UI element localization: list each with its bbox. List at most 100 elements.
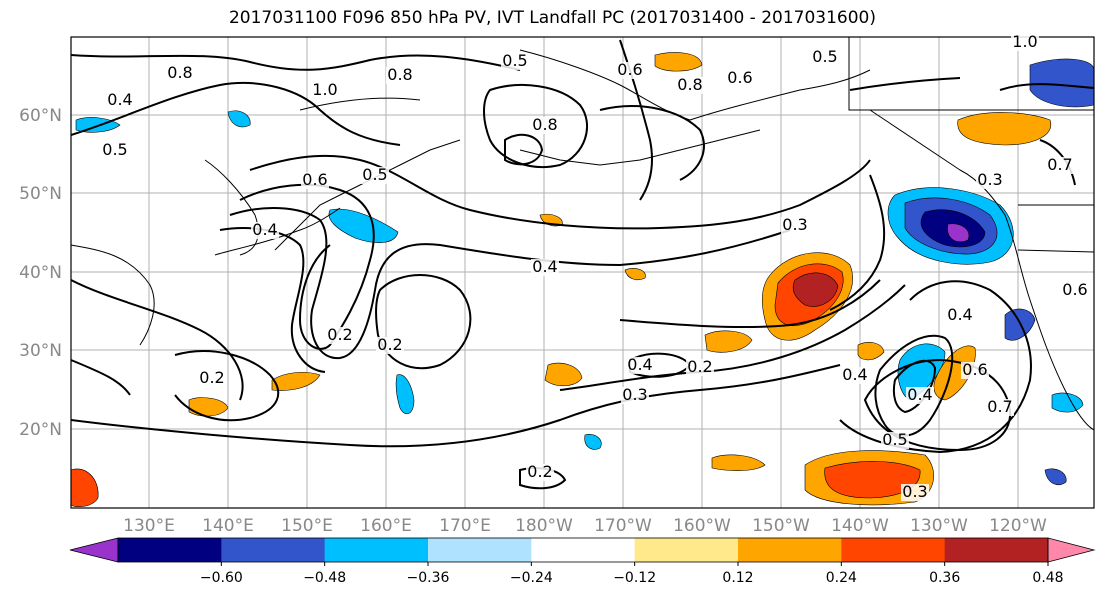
lat-label: 60°N [19, 106, 62, 126]
contour-label-bg [906, 387, 934, 404]
colorbar-tick-label: 0.12 [722, 570, 753, 586]
lon-label: 180°W [515, 516, 573, 536]
lon-label: 160°E [360, 516, 412, 536]
lon-label: 130°E [123, 516, 175, 536]
graticule [71, 37, 1094, 508]
contour-label-bg [1061, 282, 1089, 299]
contour-label-bg [686, 359, 714, 376]
colorbar-segment [944, 538, 1049, 562]
colorbar-tick-label: −0.60 [200, 570, 243, 586]
contour-label: 0.4 [532, 257, 557, 276]
lon-label: 140°E [202, 516, 254, 536]
contour-label-bg [198, 370, 226, 387]
contour-label-bg [166, 65, 194, 82]
contour-label: 0.8 [532, 115, 557, 134]
colorbar-tick-label: 0.36 [929, 570, 960, 586]
contour-label-bg [361, 167, 389, 184]
colorbar-extend-min [69, 537, 119, 563]
contour-label-bg [386, 67, 414, 84]
contour-label-bg [376, 337, 404, 354]
colorbar-border [117, 537, 1049, 563]
lat-label: 40°N [19, 263, 62, 283]
contour-label-bg [531, 117, 559, 134]
contour-label-bg [526, 464, 554, 481]
contour-label-bg [101, 142, 129, 159]
contour-label-bg [901, 484, 929, 501]
lon-label: 130°W [910, 516, 968, 536]
contour-label-bg [881, 432, 909, 449]
contour-label: 0.6 [617, 60, 642, 79]
colorbar-tick-label: 0.24 [826, 570, 857, 586]
contour-label: 0.6 [962, 360, 987, 379]
contour-label-bg [676, 77, 704, 94]
colorbar-segment [324, 538, 429, 562]
contour-label-bg [626, 357, 654, 374]
contour-label-bg [1011, 34, 1039, 51]
lon-label: 120°W [989, 516, 1047, 536]
contour-label-bg [781, 217, 809, 234]
contour-label: 0.7 [1047, 155, 1072, 174]
contour-label: 0.7 [987, 397, 1012, 416]
contour-label: 0.2 [527, 462, 552, 481]
map-title: 2017031100 F096 850 hPa PV, IVT Landfall… [228, 8, 876, 28]
colorbar-tick-label: −0.12 [613, 570, 656, 586]
contour-label: 0.4 [842, 365, 867, 384]
contour-label-bg [961, 362, 989, 379]
contour-label: 0.3 [902, 482, 927, 501]
contour-label-bg [811, 49, 839, 66]
lon-label: 140°W [831, 516, 889, 536]
contour-label-bg [946, 307, 974, 324]
contour-label: 0.6 [1062, 280, 1087, 299]
contour-label: 0.4 [252, 220, 277, 239]
lon-label: 170°W [594, 516, 652, 536]
contour-label: 0.4 [947, 305, 972, 324]
colorbar-segment [531, 538, 636, 562]
map-frame [70, 36, 1095, 509]
contour-label-bg [531, 259, 559, 276]
colorbar-segment [118, 538, 222, 562]
colorbar-tick-label: −0.48 [303, 570, 346, 586]
contour-label: 0.8 [387, 65, 412, 84]
contour-label: 0.4 [107, 90, 132, 109]
contour-label: 0.2 [199, 368, 224, 387]
lon-label: 150°W [752, 516, 810, 536]
contour-label: 0.5 [882, 430, 907, 449]
contour-label: 0.2 [377, 335, 402, 354]
pv-contours [71, 39, 1094, 490]
contour-label: 0.6 [727, 68, 752, 87]
contour-label: 0.5 [102, 140, 127, 159]
contour-label-bg [501, 53, 529, 70]
contour-label-bg [616, 62, 644, 79]
colorbar-extend-max [1047, 537, 1096, 563]
contour-label: 0.4 [907, 385, 932, 404]
contour-label: 0.2 [327, 325, 352, 344]
contour-label: 0.3 [622, 385, 647, 404]
colorbar-tick-label: −0.24 [510, 570, 553, 586]
contour-label-bg [106, 92, 134, 109]
contour-label: 0.6 [302, 170, 327, 189]
lat-label: 50°N [19, 184, 62, 204]
colorbar-tick-label: 0.48 [1032, 570, 1063, 586]
contour-labels: 0.81.00.5 0.60.80.80.60.81.00.50.40.50.6 0… [101, 32, 1089, 501]
contour-label: 0.5 [362, 165, 387, 184]
contour-label: 0.4 [627, 355, 652, 374]
contour-label-bg [841, 367, 869, 384]
longitude-labels: 130°E 140°E 150°E 160°E 170°E 180°W 170°… [123, 516, 1047, 536]
contour-label: 0.5 [812, 47, 837, 66]
colorbar-segment [841, 538, 946, 562]
lat-label: 20°N [19, 420, 62, 440]
colorbar: −0.60 −0.48 −0.36 −0.24 −0.12 0.12 0.24 0.36 0.4… [69, 537, 1096, 586]
lon-label: 150°E [281, 516, 333, 536]
contour-label-bg [326, 327, 354, 344]
latitude-labels: 60°N 50°N 40°N 30°N 20°N [19, 106, 62, 440]
contour-label: 0.2 [687, 357, 712, 376]
colorbar-segment [221, 538, 326, 562]
contour-label: 0.3 [782, 215, 807, 234]
contour-label: 1.0 [1012, 32, 1037, 51]
contour-label: 0.8 [167, 63, 192, 82]
contour-label-bg [311, 82, 339, 99]
lon-label: 160°W [673, 516, 731, 536]
contour-label: 0.8 [677, 75, 702, 94]
colorbar-segment [738, 538, 842, 562]
